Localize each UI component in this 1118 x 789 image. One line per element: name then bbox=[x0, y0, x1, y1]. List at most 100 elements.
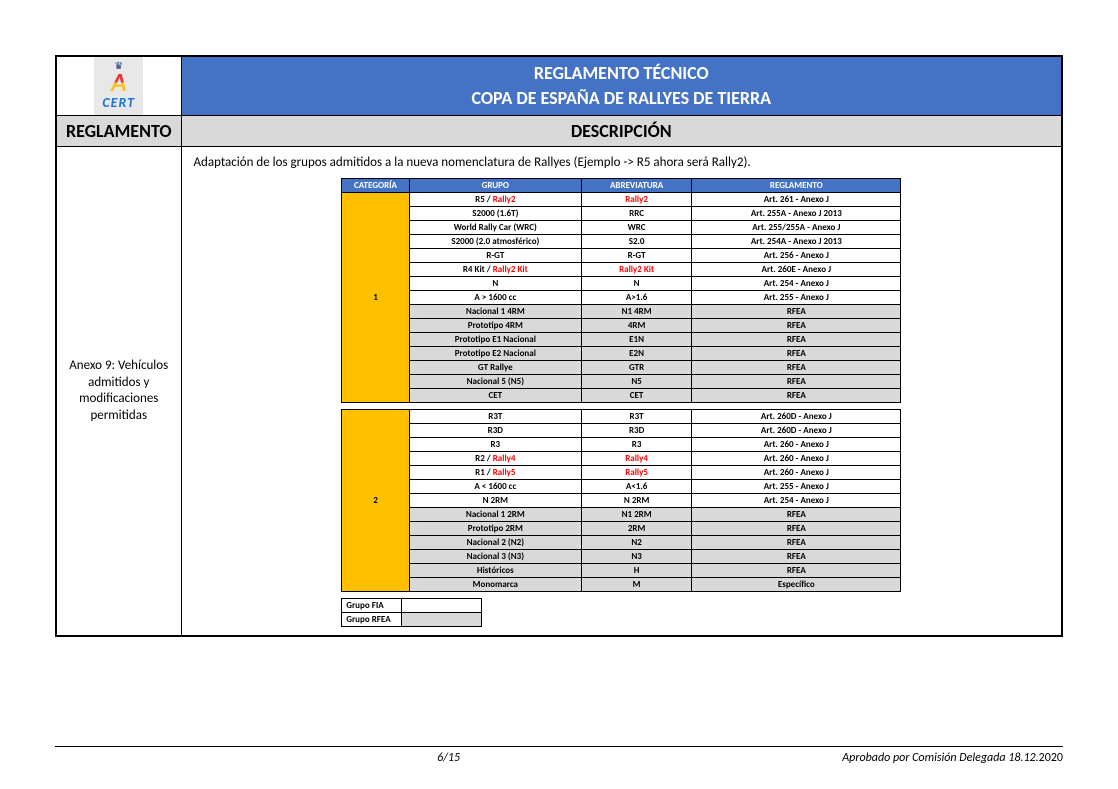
cell-grupo: A > 1600 cc bbox=[409, 291, 581, 305]
cell-abreviatura: R3D bbox=[581, 424, 692, 438]
table-row: Prototipo 4RM4RMRFEA bbox=[342, 319, 901, 333]
cell-abreviatura: N2 bbox=[581, 536, 692, 550]
table-row: N 2RMN 2RMArt. 254 - Anexo J bbox=[342, 494, 901, 508]
table-row: Nacional 1 4RMN1 4RMRFEA bbox=[342, 305, 901, 319]
cell-abreviatura: Rally2 Kit bbox=[581, 263, 692, 277]
category-number: 1 bbox=[342, 193, 410, 403]
category-1-table: CATEGORÍA GRUPO ABREVIATURA REGLAMENTO 1… bbox=[341, 178, 901, 403]
table-row: GT RallyeGTRRFEA bbox=[342, 361, 901, 375]
cell-abreviatura: N 2RM bbox=[581, 494, 692, 508]
table-row: R1 / Rally5Rally5Art. 260 - Anexo J bbox=[342, 466, 901, 480]
cell-grupo: Nacional 5 (N5) bbox=[409, 375, 581, 389]
table-row: 1R5 / Rally2Rally2Art. 261 - Anexo J bbox=[342, 193, 901, 207]
cell-grupo: Monomarca bbox=[409, 578, 581, 592]
cell-abreviatura: N1 2RM bbox=[581, 508, 692, 522]
cell-grupo: S2000 (1.6T) bbox=[409, 207, 581, 221]
cell-reglamento: Art. 254 - Anexo J bbox=[692, 494, 901, 508]
table-row: R-GTR-GTArt. 256 - Anexo J bbox=[342, 249, 901, 263]
cell-reglamento: Art. 254 - Anexo J bbox=[692, 277, 901, 291]
cell-abreviatura: M bbox=[581, 578, 692, 592]
cell-grupo: R4 Kit / Rally2 Kit bbox=[409, 263, 581, 277]
cell-grupo: Prototipo 2RM bbox=[409, 522, 581, 536]
cell-abreviatura: CET bbox=[581, 389, 692, 403]
page-number: 6/15 bbox=[55, 751, 842, 765]
cell-abreviatura: 2RM bbox=[581, 522, 692, 536]
table-row: Nacional 5 (N5)N5RFEA bbox=[342, 375, 901, 389]
approval-prefix: Aprobado por Comisión Delegada 18.12. bbox=[842, 751, 1038, 765]
intro-text: Adaptación de los grupos admitidos a la … bbox=[194, 155, 1050, 170]
table-row: S2000 (2.0 atmosférico)S2.0Art. 254A - A… bbox=[342, 235, 901, 249]
legend-table: Grupo FIA Grupo RFEA bbox=[341, 598, 482, 627]
table-row: CETCETRFEA bbox=[342, 389, 901, 403]
cell-reglamento: Art. 260D - Anexo J bbox=[692, 410, 901, 424]
cell-abreviatura: A<1.6 bbox=[581, 480, 692, 494]
cell-reglamento: RFEA bbox=[692, 536, 901, 550]
cell-grupo: CET bbox=[409, 389, 581, 403]
cell-grupo: R3D bbox=[409, 424, 581, 438]
cell-abreviatura: N bbox=[581, 277, 692, 291]
table-row: A > 1600 ccA>1.6Art. 255 - Anexo J bbox=[342, 291, 901, 305]
cell-reglamento: Art. 260E - Anexo J bbox=[692, 263, 901, 277]
document-table: ♛ A CERT REGLAMENTO TÉCNICO COPA DE ESPA… bbox=[55, 55, 1063, 637]
table-row: R3R3Art. 260 - Anexo J bbox=[342, 438, 901, 452]
title-line-1: REGLAMENTO TÉCNICO bbox=[182, 61, 1062, 86]
cell-grupo: A < 1600 cc bbox=[409, 480, 581, 494]
th-regl: REGLAMENTO bbox=[692, 179, 901, 193]
table-row: R2 / Rally4Rally4Art. 260 - Anexo J bbox=[342, 452, 901, 466]
cell-reglamento: Art. 254A - Anexo J 2013 bbox=[692, 235, 901, 249]
column-header-reglamento: REGLAMENTO bbox=[56, 116, 181, 147]
cell-abreviatura: E1N bbox=[581, 333, 692, 347]
table-row: HistóricosHRFEA bbox=[342, 564, 901, 578]
cell-grupo: GT Rallye bbox=[409, 361, 581, 375]
category-2-table: 2R3TR3TArt. 260D - Anexo JR3DR3DArt. 260… bbox=[341, 409, 901, 592]
cell-abreviatura: WRC bbox=[581, 221, 692, 235]
cell-reglamento: RFEA bbox=[692, 389, 901, 403]
legend-rfea-label: Grupo RFEA bbox=[342, 613, 402, 627]
table-row: MonomarcaMEspecífico bbox=[342, 578, 901, 592]
cell-reglamento: RFEA bbox=[692, 361, 901, 375]
table-row: R4 Kit / Rally2 KitRally2 KitArt. 260E -… bbox=[342, 263, 901, 277]
cell-reglamento: RFEA bbox=[692, 305, 901, 319]
cell-reglamento: Art. 255/255A - Anexo J bbox=[692, 221, 901, 235]
cell-reglamento: RFEA bbox=[692, 333, 901, 347]
table-row: S2000 (1.6T)RRCArt. 255A - Anexo J 2013 bbox=[342, 207, 901, 221]
table-row: Nacional 3 (N3)N3RFEA bbox=[342, 550, 901, 564]
cell-abreviatura: 4RM bbox=[581, 319, 692, 333]
cell-grupo: S2000 (2.0 atmosférico) bbox=[409, 235, 581, 249]
cell-reglamento: Art. 260 - Anexo J bbox=[692, 438, 901, 452]
page-footer: 6/15 Aprobado por Comisión Delegada 18.1… bbox=[55, 746, 1063, 765]
cell-reglamento: RFEA bbox=[692, 347, 901, 361]
cell-grupo: Nacional 3 (N3) bbox=[409, 550, 581, 564]
table-row: Prototipo E1 NacionalE1NRFEA bbox=[342, 333, 901, 347]
approval-year: 2020 bbox=[1039, 751, 1063, 765]
cell-reglamento: Art. 260 - Anexo J bbox=[692, 452, 901, 466]
cell-reglamento: Específico bbox=[692, 578, 901, 592]
cell-reglamento: Art. 255 - Anexo J bbox=[692, 291, 901, 305]
cell-abreviatura: R-GT bbox=[581, 249, 692, 263]
cell-abreviatura: RRC bbox=[581, 207, 692, 221]
table-row: Prototipo 2RM2RMRFEA bbox=[342, 522, 901, 536]
description-cell: Adaptación de los grupos admitidos a la … bbox=[181, 147, 1062, 637]
cell-reglamento: Art. 255A - Anexo J 2013 bbox=[692, 207, 901, 221]
column-header-descripcion: DESCRIPCIÓN bbox=[181, 116, 1062, 147]
cell-abreviatura: H bbox=[581, 564, 692, 578]
table-row: Prototipo E2 NacionalE2NRFEA bbox=[342, 347, 901, 361]
logo-cert-text: CERT bbox=[102, 94, 135, 111]
cell-grupo: N 2RM bbox=[409, 494, 581, 508]
cell-abreviatura: Rally2 bbox=[581, 193, 692, 207]
th-abrev: ABREVIATURA bbox=[581, 179, 692, 193]
cell-abreviatura: R3 bbox=[581, 438, 692, 452]
cell-abreviatura: GTR bbox=[581, 361, 692, 375]
cell-abreviatura: N3 bbox=[581, 550, 692, 564]
cell-reglamento: Art. 260 - Anexo J bbox=[692, 466, 901, 480]
cell-grupo: Prototipo E2 Nacional bbox=[409, 347, 581, 361]
document-title: REGLAMENTO TÉCNICO COPA DE ESPAÑA DE RAL… bbox=[181, 56, 1062, 116]
cell-grupo: R1 / Rally5 bbox=[409, 466, 581, 480]
cell-grupo: R5 / Rally2 bbox=[409, 193, 581, 207]
legend-fia-swatch bbox=[402, 599, 482, 613]
cell-grupo: R-GT bbox=[409, 249, 581, 263]
cell-grupo: R2 / Rally4 bbox=[409, 452, 581, 466]
cell-grupo: World Rally Car (WRC) bbox=[409, 221, 581, 235]
table-row: World Rally Car (WRC)WRCArt. 255/255A - … bbox=[342, 221, 901, 235]
cell-reglamento: RFEA bbox=[692, 564, 901, 578]
